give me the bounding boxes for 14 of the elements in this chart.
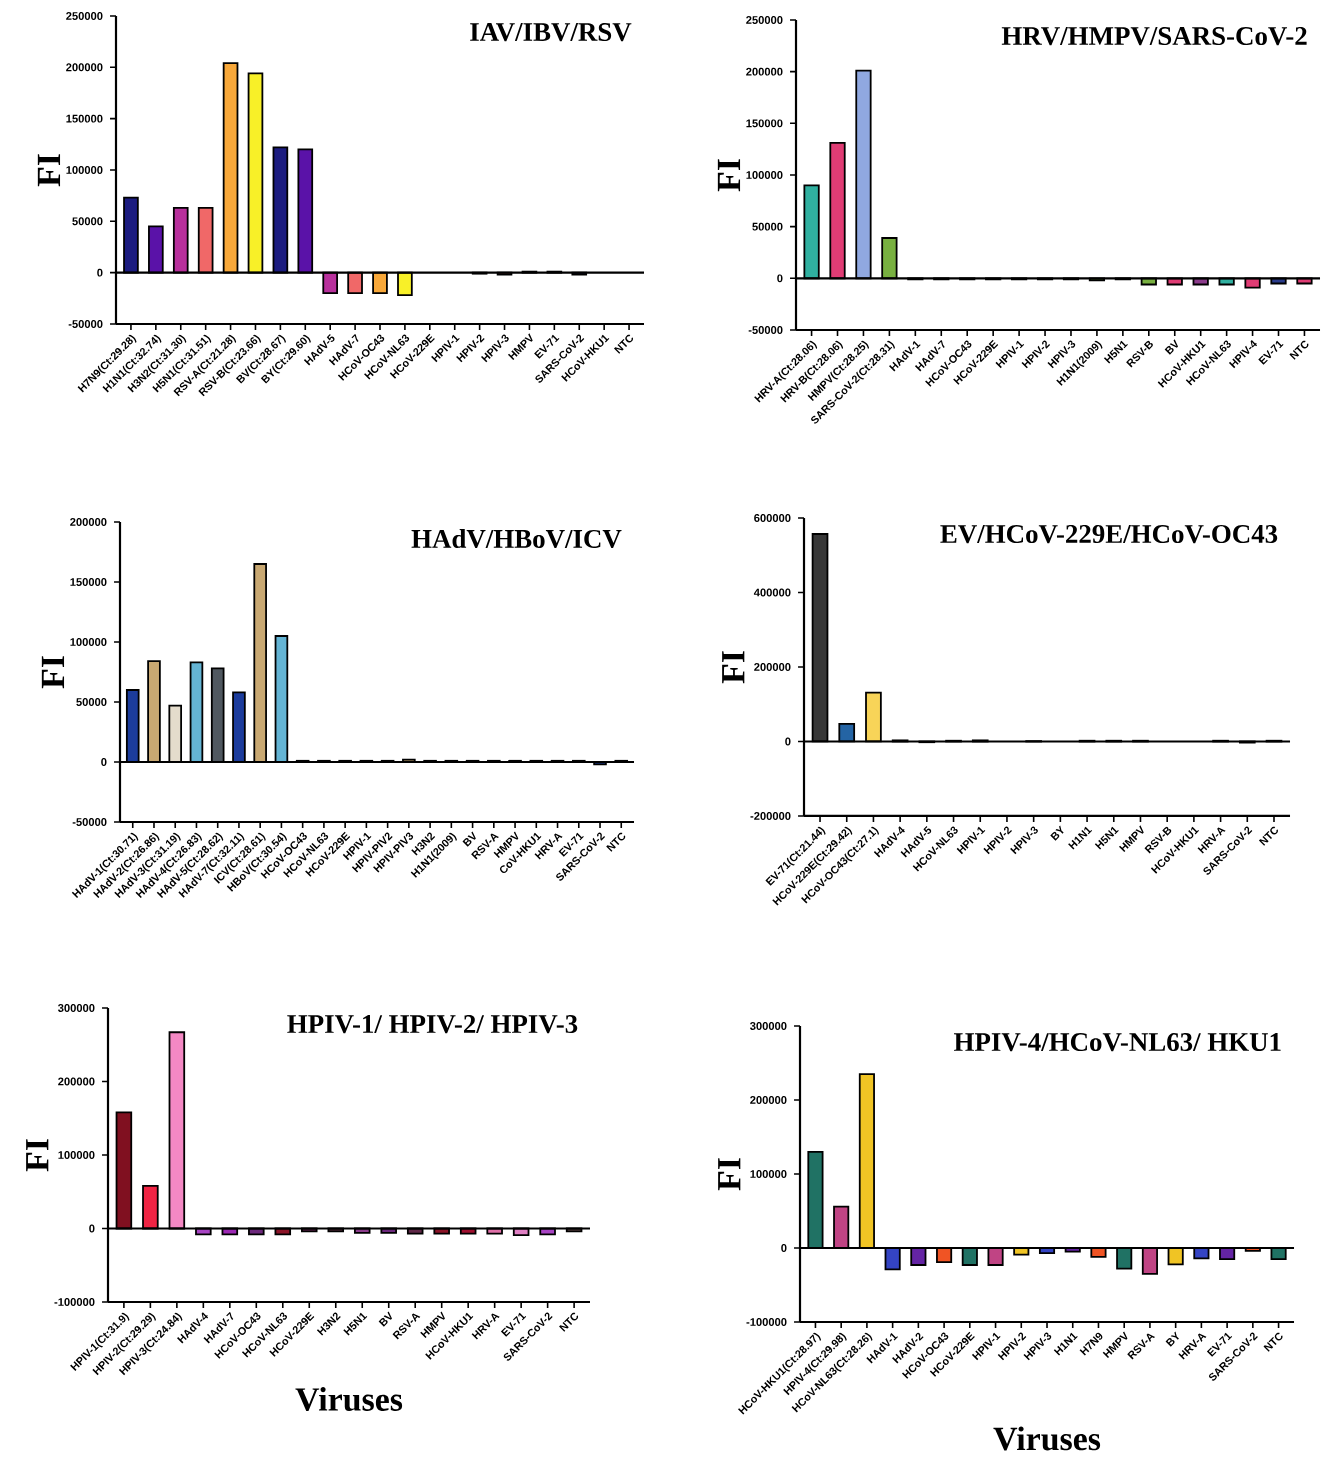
x-axis-title: Viruses <box>993 1426 1101 1451</box>
y-axis-title: FI <box>41 656 65 689</box>
y-axis-title: FI <box>717 159 741 192</box>
y-axis-title: FI <box>718 1158 741 1191</box>
y-axis-title: FI <box>722 651 745 684</box>
chart-title: HPIV-4/HCoV-NL63/ HKU1 <box>954 1033 1281 1052</box>
chart-title: HPIV-1/ HPIV-2/ HPIV-3 <box>287 1015 578 1034</box>
chart-title: HAdV/HBoV/ICV <box>411 529 622 549</box>
chart-title: IAV/IBV/RSV <box>470 23 632 42</box>
chart-title: EV/HCoV-229E/HCoV-OC43 <box>940 525 1278 544</box>
y-axis-title: FI <box>37 154 61 187</box>
y-axis-title: FI <box>26 1139 49 1172</box>
chart-title: HRV/HMPV/SARS-CoV-2 <box>1001 27 1307 46</box>
x-axis-title: Viruses <box>295 1387 403 1412</box>
